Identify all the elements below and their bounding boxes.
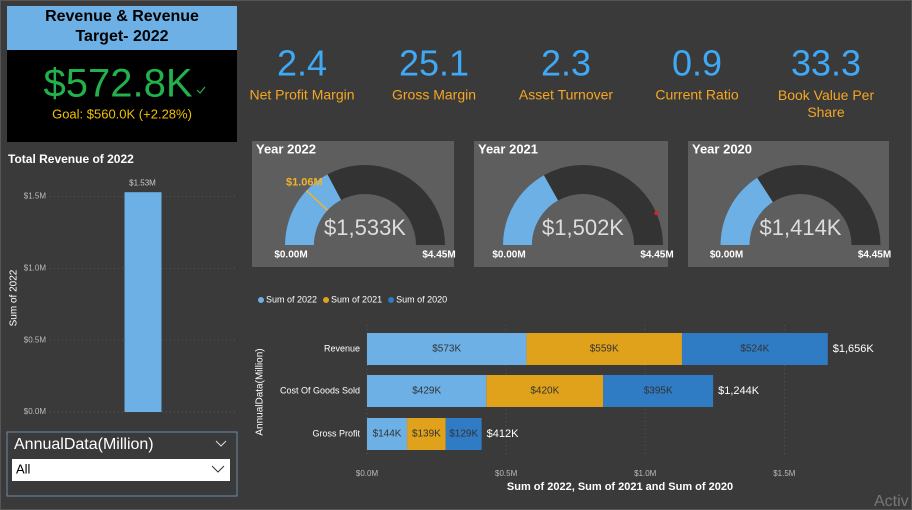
data-label: $420K <box>530 386 559 397</box>
card-header <box>7 6 237 50</box>
slicer-title: AnnualData(Million) <box>14 436 154 453</box>
card-title: Revenue & Revenue Target- 2022 <box>45 8 199 45</box>
kpi-value: 2.4 <box>277 43 327 84</box>
kpi-label: Book Value Per Share <box>778 87 875 120</box>
gauge-target-label: $1.06M <box>286 176 323 188</box>
x-tick-label: $0.0M <box>356 469 379 478</box>
legend-marker <box>323 297 330 303</box>
data-label: $1.53M <box>129 178 156 187</box>
bar-segment <box>407 418 446 450</box>
legend-marker <box>258 297 264 303</box>
x-tick-label: $0.5M <box>495 469 518 478</box>
bar-segment <box>526 333 682 365</box>
gauge-min-label: $0.00M <box>710 250 743 261</box>
y-axis-label: AnnualData(Million) <box>255 348 266 435</box>
bar-segment <box>445 418 482 450</box>
y-tick-label: $0.5M <box>24 335 47 344</box>
gauge-min-label: $0.00M <box>274 250 307 261</box>
gauge-max-label: $4.45M <box>640 250 673 261</box>
category-label: Revenue <box>324 343 360 353</box>
legend-marker <box>388 297 395 303</box>
total-label: $1,244K <box>718 385 760 397</box>
data-label: $429K <box>412 386 441 397</box>
x-axis-label: Sum of 2022, Sum of 2021 and Sum of 2020 <box>507 481 733 493</box>
y-tick-label: $0.0M <box>24 407 47 416</box>
gauge-title: Year 2021 <box>478 141 538 156</box>
kpi-label: Asset Turnover <box>519 87 613 103</box>
data-label: $559K <box>590 344 619 355</box>
data-label: $129K <box>449 429 478 440</box>
slicer-dropdown[interactable] <box>12 459 230 481</box>
gauge-title: Year 2020 <box>692 141 752 156</box>
y-tick-label: $1.5M <box>24 192 47 201</box>
data-label: $395K <box>644 386 673 397</box>
check-icon <box>196 86 206 94</box>
total-label: $1,656K <box>833 343 875 355</box>
card-body <box>7 50 237 142</box>
watermark: Activ <box>874 493 909 510</box>
kpi-label: Current Ratio <box>655 87 738 103</box>
gauge-min-label: $0.00M <box>492 250 525 261</box>
data-label: $139K <box>412 429 441 440</box>
card-value: $572.8K <box>43 62 192 106</box>
x-tick-label: $1.0M <box>634 469 657 478</box>
gauge-value <box>285 174 342 245</box>
kpi-value: 25.1 <box>399 43 469 84</box>
gauge-target <box>654 211 659 216</box>
bar-segment <box>486 375 604 407</box>
gauge-value-label: $1,533K <box>324 215 406 240</box>
gauge-max-label: $4.45M <box>422 250 455 261</box>
bar-segment <box>367 418 408 450</box>
slicer-box[interactable] <box>6 431 238 497</box>
bar <box>124 192 162 412</box>
x-tick-label: $1.5M <box>773 469 796 478</box>
legend-label: Sum of 2022 <box>266 294 317 304</box>
legend-label: Sum of 2020 <box>396 294 447 304</box>
category-label: Gross Profit <box>312 428 360 438</box>
gauge-value-label: $1,502K <box>542 215 624 240</box>
kpi-label: Gross Margin <box>392 87 476 103</box>
total-label: $412K <box>487 428 519 440</box>
y-axis-label: Sum of 2022 <box>9 269 20 326</box>
gauge-value-label: $1,414K <box>760 215 842 240</box>
bar-segment <box>367 333 527 365</box>
legend-label: Sum of 2021 <box>331 294 382 304</box>
gauge-value <box>503 175 559 245</box>
data-label: $573K <box>432 344 461 355</box>
kpi-label: Net Profit Margin <box>249 87 354 103</box>
kpi-value: 33.3 <box>791 43 861 84</box>
y-tick-label: $1.0M <box>24 263 47 272</box>
data-label: $144K <box>373 429 402 440</box>
gauge-value <box>720 177 773 245</box>
gauge-title: Year 2022 <box>256 141 316 156</box>
slicer-chevron[interactable] <box>215 440 227 447</box>
bar-segment <box>603 375 714 407</box>
chart-title: Total Revenue of 2022 <box>8 152 134 166</box>
gauge-target <box>305 190 329 211</box>
category-label: Cost Of Goods Sold <box>280 385 360 395</box>
bar-segment <box>367 375 487 407</box>
card-goal: Goal: $560.0K (+2.28%) <box>52 106 192 121</box>
gauge-max-label: $4.45M <box>858 250 891 261</box>
kpi-value: 0.9 <box>672 43 722 84</box>
slicer-selected: All <box>16 461 31 476</box>
dropdown-chevron[interactable] <box>211 465 225 473</box>
kpi-value: 2.3 <box>541 43 591 84</box>
data-label: $524K <box>740 344 769 355</box>
bar-segment <box>681 333 828 365</box>
